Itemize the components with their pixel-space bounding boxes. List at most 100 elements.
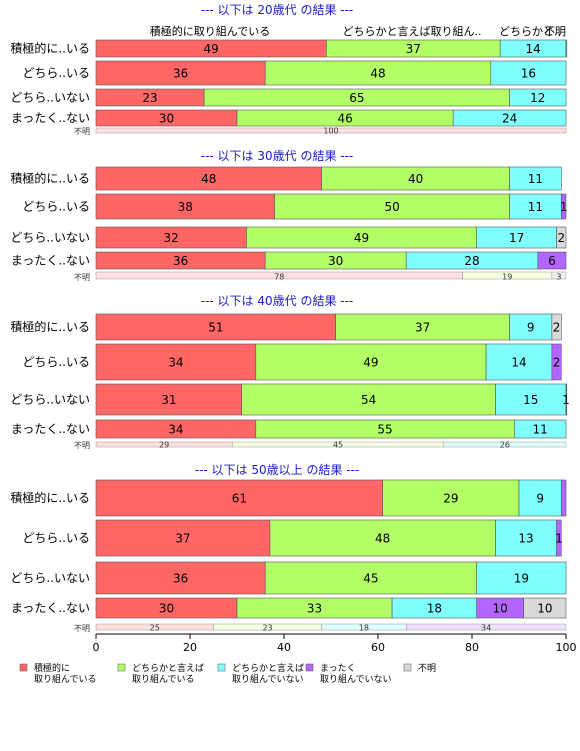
data-label: 17	[509, 231, 524, 245]
data-label: 2	[553, 356, 561, 370]
row-label: どちら..いる	[22, 200, 90, 214]
bar-segment	[509, 88, 567, 107]
data-label: 37	[406, 42, 421, 56]
data-label: 51	[208, 321, 223, 335]
data-label: 40	[408, 172, 423, 186]
data-label: 30	[159, 112, 174, 126]
legend-label-line: 取り組んでいる	[34, 673, 97, 685]
row-label: どちら..いない	[10, 91, 90, 105]
bar-segment	[95, 60, 266, 86]
data-label: 31	[161, 393, 176, 407]
data-label: 30	[328, 254, 343, 268]
data-label: 15	[523, 393, 538, 407]
row-label: 積極的に..いる	[10, 171, 90, 186]
row-label: まったく..ない	[11, 111, 90, 125]
data-label: 6	[548, 254, 556, 268]
unknown-label: 34	[481, 624, 491, 633]
bar-segment	[523, 597, 567, 619]
bar-segment	[518, 479, 562, 517]
data-label: 61	[232, 492, 247, 506]
bar-segment	[551, 313, 562, 341]
data-label: 48	[201, 172, 216, 186]
legend-swatch	[305, 663, 314, 672]
legend-label-line: 積極的に	[34, 662, 70, 674]
bar-segment	[565, 39, 568, 58]
legend-label: 不明	[418, 663, 436, 674]
legend-label-line: どちらかと言えば	[232, 662, 304, 674]
legend-swatch	[19, 663, 28, 672]
unknown-segment	[551, 271, 567, 280]
data-label: 16	[521, 67, 536, 81]
data-label: 36	[173, 254, 188, 268]
unknown-row-label: 不明	[74, 624, 90, 633]
x-tick-label: 20	[183, 641, 197, 654]
legend-label-line: どちらかと言えば	[132, 662, 204, 674]
unknown-label: 78	[274, 273, 284, 282]
bar-segment	[509, 166, 562, 191]
data-label: 32	[164, 231, 179, 245]
panel-title: --- 以下は 30歳代 の結果 ---	[201, 149, 354, 163]
data-label: 10	[537, 602, 552, 616]
x-tick-label: 80	[465, 641, 479, 654]
x-tick-label: 0	[93, 641, 100, 654]
data-label: 30	[159, 602, 174, 616]
legend-swatch	[117, 663, 126, 672]
bar-segment	[264, 60, 492, 86]
bar-segment	[382, 479, 520, 517]
unknown-label: 3	[556, 273, 561, 282]
bar-segment	[335, 313, 510, 341]
row-label: どちら..いる	[22, 66, 90, 80]
data-label: 49	[204, 42, 219, 56]
row-label: まったく..ない	[11, 422, 90, 436]
data-label: 54	[361, 393, 376, 407]
row-label: まったく..ない	[11, 254, 90, 268]
legend-swatch	[217, 663, 226, 672]
data-label: 34	[168, 356, 183, 370]
unknown-segment	[443, 441, 567, 448]
legend-label-line: 取り組んでいない	[320, 673, 392, 685]
unknown-segment	[95, 127, 567, 134]
bar-segment	[255, 343, 487, 381]
data-label: 45	[363, 572, 378, 586]
bar-segment	[556, 226, 567, 249]
data-label: 48	[370, 67, 385, 81]
data-label: 11	[528, 200, 543, 214]
data-label: 34	[168, 423, 183, 437]
legend-label: どちらかと言えば取り組んでいる	[132, 662, 204, 685]
unknown-label: 23	[262, 624, 272, 633]
x-tick-label: 60	[371, 641, 385, 654]
data-label: 24	[502, 112, 517, 126]
bar-segment	[551, 343, 562, 381]
bar-segment	[490, 60, 567, 86]
data-label: 37	[415, 321, 430, 335]
unknown-row-label: 不明	[74, 127, 90, 136]
legend-label-line: 取り組んでいる	[132, 673, 195, 685]
bar-segment	[560, 193, 567, 220]
bar-segment	[509, 313, 553, 341]
data-label: 38	[178, 200, 193, 214]
data-label: 33	[307, 602, 322, 616]
data-label: 2	[557, 231, 565, 245]
bar-segment	[95, 561, 266, 595]
data-label: 23	[142, 91, 157, 105]
data-label: 12	[530, 91, 545, 105]
unknown-label: 29	[159, 441, 169, 450]
data-label: 37	[175, 532, 190, 546]
legend-swatch	[403, 663, 412, 672]
bar-segment	[95, 313, 336, 341]
data-label: 10	[493, 602, 508, 616]
bar-segment	[95, 193, 275, 220]
data-label: 2	[553, 321, 561, 335]
bar-segment	[513, 419, 567, 439]
row-label: 積極的に..いる	[10, 41, 90, 56]
unknown-label: 25	[150, 624, 160, 633]
unknown-label: 18	[359, 624, 369, 633]
row-label: 積極的に..いる	[10, 490, 90, 505]
bar-segment	[565, 383, 568, 416]
data-label: 50	[384, 200, 399, 214]
bar-segment	[485, 343, 553, 381]
panel-title: --- 以下は 40歳代 の結果 ---	[201, 294, 354, 308]
data-label: 46	[337, 112, 352, 126]
unknown-label: 100	[323, 127, 338, 136]
data-label: 11	[528, 172, 543, 186]
